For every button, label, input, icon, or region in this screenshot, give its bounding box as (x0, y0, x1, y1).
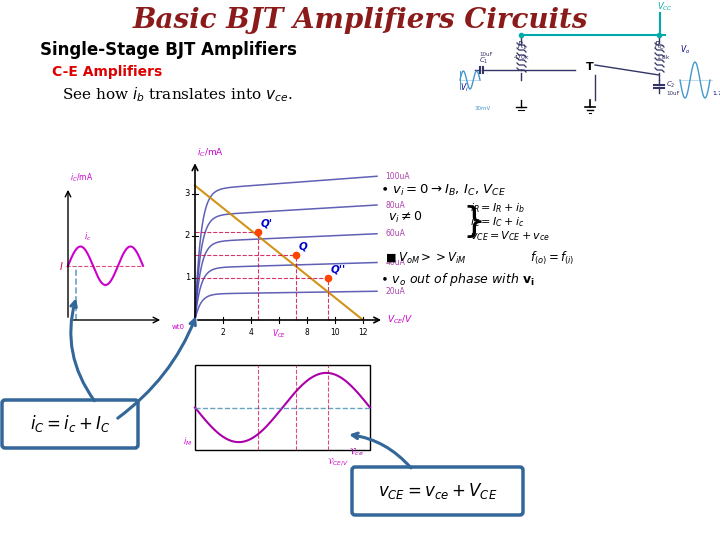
Text: 2: 2 (220, 328, 225, 337)
Text: $i_c$: $i_c$ (84, 231, 91, 243)
Text: $C_1$: $C_1$ (479, 56, 488, 66)
Text: See how $i_b$ translates into $v_{ce}$.: See how $i_b$ translates into $v_{ce}$. (62, 86, 292, 104)
Text: $V_{CC}$: $V_{CC}$ (657, 1, 673, 14)
Text: $v_i \neq 0$: $v_i \neq 0$ (388, 210, 423, 225)
Text: 20uA: 20uA (385, 287, 405, 296)
Text: $V_{CE}/V$: $V_{CE}/V$ (387, 314, 413, 326)
Text: 10uF: 10uF (479, 52, 492, 57)
Text: $\bullet\ v_i = 0 \rightarrow I_B$, $I_C$, $V_{CE}$: $\bullet\ v_i = 0 \rightarrow I_B$, $I_C… (380, 183, 506, 198)
Text: $C_2$: $C_2$ (666, 80, 675, 90)
Text: Q'': Q'' (331, 265, 346, 275)
Text: $V_{oM} >> V_{iM}$: $V_{oM} >> V_{iM}$ (398, 251, 467, 266)
Text: $\blacksquare$: $\blacksquare$ (385, 252, 397, 265)
Text: $\mathcal{V}_{ce}$: $\mathcal{V}_{ce}$ (349, 447, 364, 458)
Text: $V_o$: $V_o$ (680, 43, 690, 56)
Text: $i_R = I_R + i_b$: $i_R = I_R + i_b$ (470, 201, 525, 215)
Text: $R_C$: $R_C$ (654, 39, 665, 51)
Text: 3: 3 (184, 190, 190, 199)
Text: T: T (586, 62, 594, 72)
Text: }: } (462, 205, 485, 239)
Text: 10: 10 (330, 328, 340, 337)
FancyBboxPatch shape (352, 467, 523, 515)
Text: 60uA: 60uA (385, 230, 405, 238)
Text: 10uF: 10uF (666, 91, 680, 96)
Text: 100uA: 100uA (385, 172, 410, 181)
Text: 4: 4 (248, 328, 253, 337)
Text: $v_{CE}=v_{ce}+V_{CE}$: $v_{CE}=v_{ce}+V_{CE}$ (378, 481, 498, 501)
Text: $\bullet\ v_o\ \it{out\ of\ phase\ with}\ \mathbf{v_i}$: $\bullet\ v_o\ \it{out\ of\ phase\ with}… (380, 272, 535, 288)
Text: Q: Q (299, 242, 307, 252)
Text: wt0: wt0 (172, 324, 185, 330)
Text: 80uA: 80uA (385, 201, 405, 210)
Text: 12: 12 (359, 328, 368, 337)
Text: $v_{CE} = V_{CE} + v_{ce}$: $v_{CE} = V_{CE} + v_{ce}$ (470, 229, 550, 243)
Text: $i_C = I_C + i_c$: $i_C = I_C + i_c$ (470, 215, 524, 229)
Text: $f_{(o)} = f_{(i)}$: $f_{(o)} = f_{(i)}$ (530, 249, 575, 267)
Text: 470k: 470k (514, 55, 530, 60)
Text: 1.8k: 1.8k (656, 55, 670, 60)
Text: C-E Amplifiers: C-E Amplifiers (52, 65, 162, 79)
Text: 30mV: 30mV (475, 106, 491, 111)
Text: 1: 1 (185, 273, 190, 282)
Text: $\mathcal{V}_{CE/V}$: $\mathcal{V}_{CE/V}$ (327, 456, 348, 468)
Text: Basic BJT Amplifiers Circuits: Basic BJT Amplifiers Circuits (132, 6, 588, 33)
Text: $V_i$: $V_i$ (460, 82, 469, 94)
Text: $i_C$/mA: $i_C$/mA (70, 171, 94, 184)
Text: $i_C=i_c+I_C$: $i_C=i_c+I_C$ (30, 414, 110, 435)
Text: Q': Q' (261, 219, 273, 229)
Text: $I$: $I$ (59, 260, 64, 272)
Text: Single-Stage BJT Amplifiers: Single-Stage BJT Amplifiers (40, 41, 297, 59)
Text: $i_C$/mA: $i_C$/mA (197, 146, 224, 159)
Text: 8: 8 (305, 328, 310, 337)
Text: $R_1$: $R_1$ (517, 39, 527, 51)
Text: 2: 2 (185, 232, 190, 240)
Text: 1.7V: 1.7V (712, 91, 720, 96)
Bar (195, 365, 370, 450)
Text: 40uA: 40uA (385, 258, 405, 267)
Text: $i_M$: $i_M$ (183, 436, 192, 448)
Text: $V_{CE}$: $V_{CE}$ (272, 328, 286, 341)
FancyBboxPatch shape (2, 400, 138, 448)
